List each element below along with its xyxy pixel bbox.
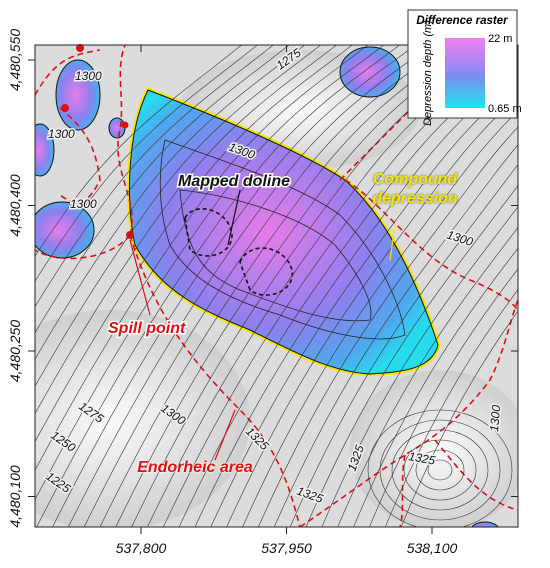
contour-line <box>162 50 518 527</box>
contour-line <box>226 96 518 527</box>
annotation: Mapped doline <box>178 173 290 190</box>
contour-line <box>415 449 465 491</box>
legend-axis-label: Depression depth (m) <box>422 20 434 126</box>
contour-line <box>35 45 322 387</box>
contour-line <box>35 45 337 415</box>
inner-contour <box>179 189 372 322</box>
small-depression <box>339 46 401 98</box>
contour-line <box>35 45 369 471</box>
x-tick-label: 538,100 <box>407 540 458 556</box>
contour-line <box>369 268 518 527</box>
inner-contour <box>159 139 406 340</box>
contour-line <box>194 71 518 527</box>
x-tick-label: 537,800 <box>116 540 167 556</box>
doline-outline <box>184 208 233 257</box>
doline-outline <box>239 247 293 296</box>
contour-line <box>305 185 518 527</box>
y-tick-label: 4,480,100 <box>7 465 23 527</box>
small-depression <box>108 117 126 139</box>
annotation-box: Compound depression <box>372 171 458 207</box>
annotation-box: Endorheic area <box>137 459 253 476</box>
contour-line <box>35 45 306 360</box>
contour-line <box>273 144 518 527</box>
contour-line <box>210 83 518 527</box>
contour-line <box>321 206 518 527</box>
y-tick-label: 4,480,400 <box>7 174 23 236</box>
annotations: Mapped doline Compound depression Spill … <box>107 171 458 476</box>
axis-ticks: 537,800 537,950 538,100 4,480,550 4,480,400 4… <box>7 29 518 556</box>
contour-line <box>258 126 518 527</box>
annotation: Compound depression <box>372 171 458 207</box>
contour-line <box>178 60 518 527</box>
legend: Difference raster Depression depth (m) 2… <box>407 9 522 126</box>
y-tick-label: 4,480,550 <box>7 29 23 91</box>
small-depression <box>35 123 55 177</box>
spill-points <box>61 44 134 239</box>
contour-label: 1300 <box>48 127 75 141</box>
contour-line <box>385 289 518 527</box>
annotation: Spill point <box>108 320 186 337</box>
depression <box>35 46 499 527</box>
contour-line <box>403 439 477 501</box>
contour-line <box>35 45 243 257</box>
contour-label: 1300 <box>75 69 102 83</box>
contour-line <box>35 45 258 282</box>
contour-line <box>36 45 401 527</box>
annotation: Endorheic area <box>137 459 253 476</box>
legend-max: 22 m <box>488 33 512 45</box>
small-depression <box>55 59 101 131</box>
contour-line <box>400 310 518 527</box>
x-tick-label: 537,950 <box>261 540 312 556</box>
legend-title: Difference raster <box>416 15 508 27</box>
contour-line <box>391 429 489 511</box>
contour-line <box>242 110 518 527</box>
contour-line <box>367 409 513 527</box>
legend-colorbar <box>445 38 485 108</box>
contour-label: 1300 <box>70 197 97 211</box>
small-depression <box>471 521 499 527</box>
contour-line <box>35 45 353 443</box>
map-frame <box>34 44 519 528</box>
depression-raster <box>128 89 439 375</box>
contour-line <box>289 164 518 527</box>
y-tick-label: 4,480,250 <box>7 320 23 382</box>
contour-line <box>427 459 453 481</box>
contour-line <box>379 419 501 521</box>
contour-line <box>35 45 290 334</box>
legend-min: 0.65 m <box>488 103 522 115</box>
contour-line <box>35 45 385 501</box>
contour-line <box>337 227 518 527</box>
contour-line <box>35 45 274 308</box>
contour-label: 1300 <box>487 404 503 432</box>
contour-label: 1325 <box>407 449 436 467</box>
